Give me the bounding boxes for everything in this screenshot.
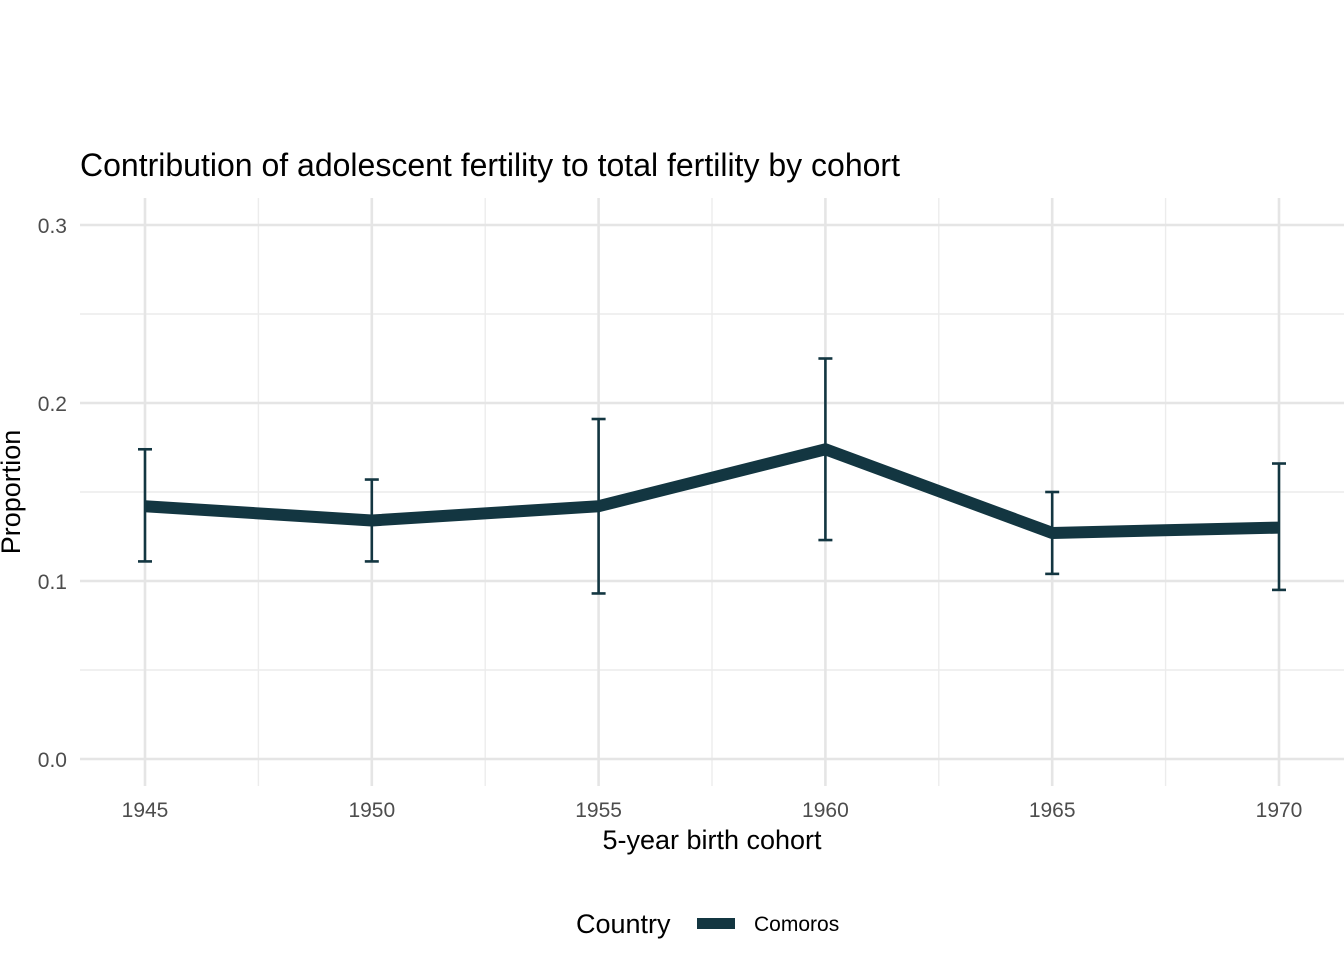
legend-label-comoros: Comoros	[754, 913, 839, 936]
legend-title: Country	[576, 909, 671, 939]
y-tick-label-2: 0.2	[38, 393, 67, 416]
chart-title: Contribution of adolescent fertility to …	[80, 147, 900, 183]
x-tick-label-5: 1970	[1256, 799, 1303, 822]
x-tick-label-3: 1960	[802, 799, 849, 822]
x-tick-label-1: 1950	[348, 799, 395, 822]
y-tick-label-1: 0.1	[38, 571, 67, 594]
legend-key-comoros	[697, 918, 735, 929]
y-axis-title: Proportion	[0, 430, 26, 555]
x-tick-label-0: 1945	[122, 799, 169, 822]
x-axis-ticks: 1945 1950 1955 1960 1965 1970	[122, 799, 1303, 822]
error-bar-1970	[1272, 462, 1286, 592]
error-bar-1945	[138, 447, 152, 563]
legend: Country Comoros	[576, 909, 839, 939]
series-line-comoros	[144, 443, 1280, 539]
grid	[80, 198, 1344, 786]
series-lines	[144, 443, 1280, 539]
x-tick-label-4: 1965	[1029, 799, 1076, 822]
x-tick-label-2: 1955	[575, 799, 622, 822]
y-tick-label-0: 0.0	[38, 749, 67, 772]
y-tick-label-3: 0.3	[38, 215, 67, 238]
x-axis-title: 5-year birth cohort	[602, 825, 822, 855]
y-axis-ticks: 0.0 0.1 0.2 0.3	[38, 215, 67, 772]
